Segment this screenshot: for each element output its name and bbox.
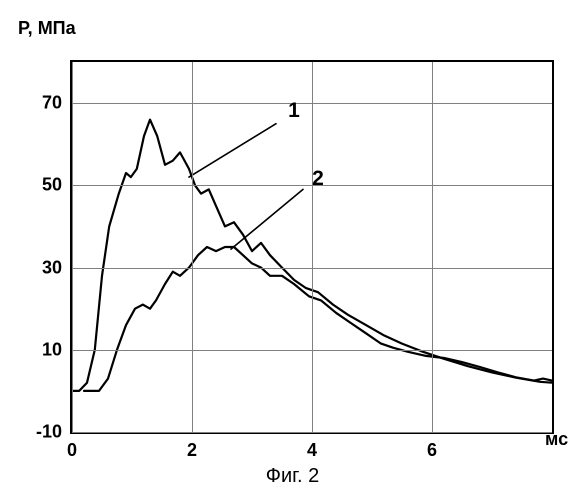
series-label-1: 1 xyxy=(288,99,300,123)
x-tick-label: 4 xyxy=(307,440,317,461)
gridline-vertical xyxy=(72,62,73,432)
x-tick-label: 6 xyxy=(427,440,437,461)
gridline-horizontal xyxy=(72,432,552,433)
annotation-leader-2 xyxy=(231,189,303,249)
plot-area: -1010305070024612 xyxy=(70,60,554,434)
y-tick-label: 70 xyxy=(42,93,62,114)
y-axis-title: P, МПа xyxy=(18,18,76,39)
figure: P, МПа -10 10 30 50 70 0 2 4 6 1 2 мс Фиг. 2 xyxy=(0,0,585,500)
y-tick-label: -10 xyxy=(36,422,62,443)
y-tick-label: 50 xyxy=(42,175,62,196)
gridline-vertical xyxy=(192,62,193,432)
gridline-vertical xyxy=(312,62,313,432)
series-label-2: 2 xyxy=(312,167,324,191)
x-tick-label: 2 xyxy=(187,440,197,461)
y-tick-label: 30 xyxy=(42,257,62,278)
y-tick-label: 10 xyxy=(42,339,62,360)
annotation-leader-1 xyxy=(189,124,276,177)
figure-caption: Фиг. 2 xyxy=(266,465,319,488)
gridline-vertical xyxy=(432,62,433,432)
x-axis-unit: мс xyxy=(545,429,568,450)
x-tick-label: 0 xyxy=(67,440,77,461)
